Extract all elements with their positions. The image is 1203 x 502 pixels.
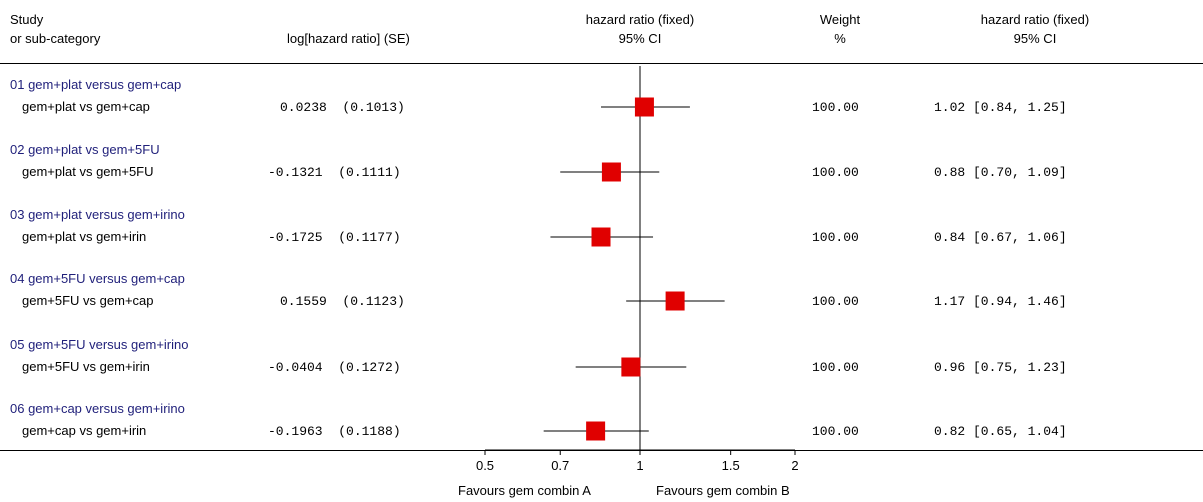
row-ci-text: 0.96 [0.75, 1.23] [934,360,1067,375]
hr-plot-header-line2: 95% CI [618,31,662,46]
x-tick-label: 1.5 [721,458,740,473]
row-group-label: 04 gem+5FU versus gem+cap [10,271,185,286]
hr-text-header: hazard ratio (fixed) 95% CI [935,10,1135,48]
study-header-line2: or sub-category [10,31,101,46]
hr-text-header-line1: hazard ratio (fixed) [980,12,1090,27]
row-group-label: 06 gem+cap versus gem+irino [10,401,185,416]
weight-header-line1: Weight [819,12,861,27]
row-ci-text: 0.88 [0.70, 1.09] [934,165,1067,180]
row-weight: 100.00 [812,165,859,180]
row-sub-label: gem+cap vs gem+irin [22,423,147,438]
row-group-label: 02 gem+plat vs gem+5FU [10,142,160,157]
hr-point-marker [621,357,641,377]
hr-text-header-line2: 95% CI [1013,31,1057,46]
row-sub-label: gem+plat vs gem+cap [22,99,150,114]
row-loghr: -0.1321 (0.1111) [268,165,401,180]
row-ci-text: 0.84 [0.67, 1.06] [934,230,1067,245]
row-weight: 100.00 [812,294,859,309]
hr-plot-header: hazard ratio (fixed) 95% CI [540,10,740,48]
favours-left-label: Favours gem combin A [458,483,591,498]
row-group-label: 01 gem+plat versus gem+cap [10,77,182,92]
row-sub-label: gem+plat vs gem+5FU [22,164,154,179]
row-sub-label: gem+5FU vs gem+irin [22,359,150,374]
row-loghr: 0.1559 (0.1123) [280,294,405,309]
header-divider [0,63,1203,64]
row-ci-text: 0.82 [0.65, 1.04] [934,424,1067,439]
row-loghr: -0.1725 (0.1177) [268,230,401,245]
favours-right-label: Favours gem combin B [656,483,790,498]
weight-header: Weight % [800,10,880,48]
row-ci-text: 1.02 [0.84, 1.25] [934,100,1067,115]
loghr-header: log[hazard ratio] (SE) [287,31,410,46]
hr-point-marker [591,227,611,247]
row-sub-label: gem+5FU vs gem+cap [22,293,154,308]
hr-point-marker [601,162,621,182]
x-tick-label: 0.5 [475,458,495,473]
hr-plot-header-line1: hazard ratio (fixed) [585,12,695,27]
row-weight: 100.00 [812,230,859,245]
row-weight: 100.00 [812,424,859,439]
row-sub-label: gem+plat vs gem+irin [22,229,147,244]
x-tick-label: 1 [636,458,644,473]
row-group-label: 05 gem+5FU versus gem+irino [10,337,189,352]
hr-point-marker [665,291,685,311]
row-loghr: -0.0404 (0.1272) [268,360,401,375]
weight-header-line2: % [834,31,846,46]
hr-point-marker [634,97,654,117]
x-tick-label: 2 [791,458,799,473]
hr-point-marker [586,421,606,441]
row-ci-text: 1.17 [0.94, 1.46] [934,294,1067,309]
row-loghr: -0.1963 (0.1188) [268,424,401,439]
study-header-line1: Study [10,12,44,27]
study-header: Study or sub-category [10,10,100,48]
x-tick-label: 0.7 [551,458,570,473]
row-weight: 100.00 [812,360,859,375]
row-group-label: 03 gem+plat versus gem+irino [10,207,185,222]
row-weight: 100.00 [812,100,859,115]
row-loghr: 0.0238 (0.1013) [280,100,405,115]
